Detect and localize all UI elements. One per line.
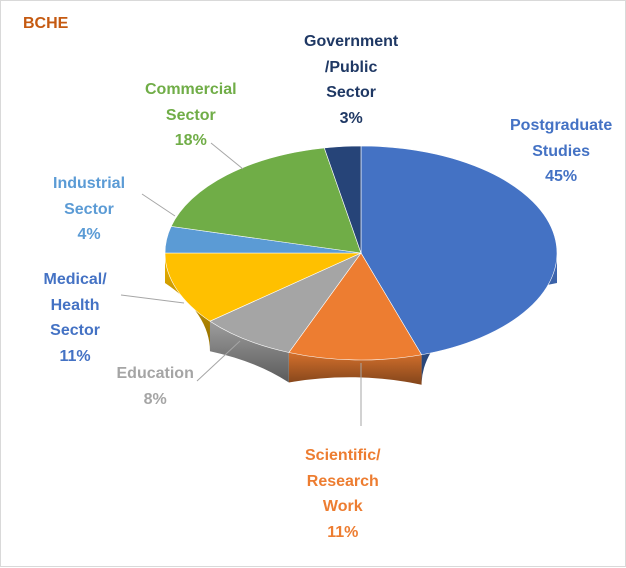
leader-line-education: [196, 340, 241, 382]
slice-label-value: 45%: [545, 168, 578, 185]
pie-side-education: [209, 321, 289, 383]
slice-label-name: Work: [322, 498, 363, 515]
slice-label-industrial-sector: Industrial Sector 4%: [53, 171, 125, 248]
slice-label-name: Sector: [50, 322, 100, 339]
leader-line-industrial-sector: [141, 193, 176, 217]
leader-line-medical-health-sector: [120, 294, 185, 304]
pie-slice-medical-health-sector: [164, 252, 362, 322]
slice-label-name: /Public: [324, 58, 378, 76]
slice-label-name: Postgraduate: [510, 117, 613, 134]
slice-label-name: Sector: [64, 200, 114, 218]
pie-slice-education: [209, 252, 362, 353]
slice-label-postgraduate-studies: Postgraduate Studies 45%: [510, 113, 612, 190]
slice-label-value: 11%: [327, 523, 359, 541]
pie-slice-government-public-sector: [323, 145, 362, 254]
slice-label-name: Sector: [165, 106, 216, 124]
pie-slice-commercial-sector: [170, 147, 362, 254]
slice-label-value: 3%: [339, 109, 363, 127]
slice-label-value: 4%: [77, 226, 101, 243]
slice-label-name: Sector: [326, 84, 377, 101]
slice-label-name: Education: [116, 365, 194, 382]
slice-label-name: Industrial: [53, 175, 126, 192]
leader-line-commercial-sector: [210, 142, 244, 170]
slice-label-name: Commercial: [145, 81, 237, 98]
slice-label-scientific-research-work: Scientific/Research Work 11%: [305, 443, 381, 545]
leader-lines: [120, 142, 362, 426]
pie-slice-postgraduate-studies: [360, 145, 558, 356]
pie-slice-scientific-research-work: [288, 252, 423, 361]
chart-title: BCHE: [23, 15, 69, 32]
slice-label-education: Education 8%: [117, 361, 194, 412]
slice-label-value: 11%: [59, 347, 91, 365]
slice-label-medical-health-sector: Medical/Health Sector 11%: [44, 267, 107, 369]
slice-label-government-public-sector: Government/Public Sector 3%: [304, 29, 398, 131]
pie-slices: [164, 145, 558, 361]
slice-label-name: Research: [306, 472, 379, 490]
slice-label-value: 18%: [174, 132, 207, 149]
slice-label-commercial-sector: Commercial Sector 18%: [145, 77, 237, 154]
slice-label-name: Scientific/: [305, 447, 381, 464]
slice-label-name: Government: [304, 33, 399, 50]
slice-label-value: 8%: [143, 390, 167, 408]
slice-label-name: Medical/: [43, 271, 107, 288]
slice-label-name: Health: [50, 296, 100, 314]
slice-label-name: Studies: [532, 142, 591, 160]
